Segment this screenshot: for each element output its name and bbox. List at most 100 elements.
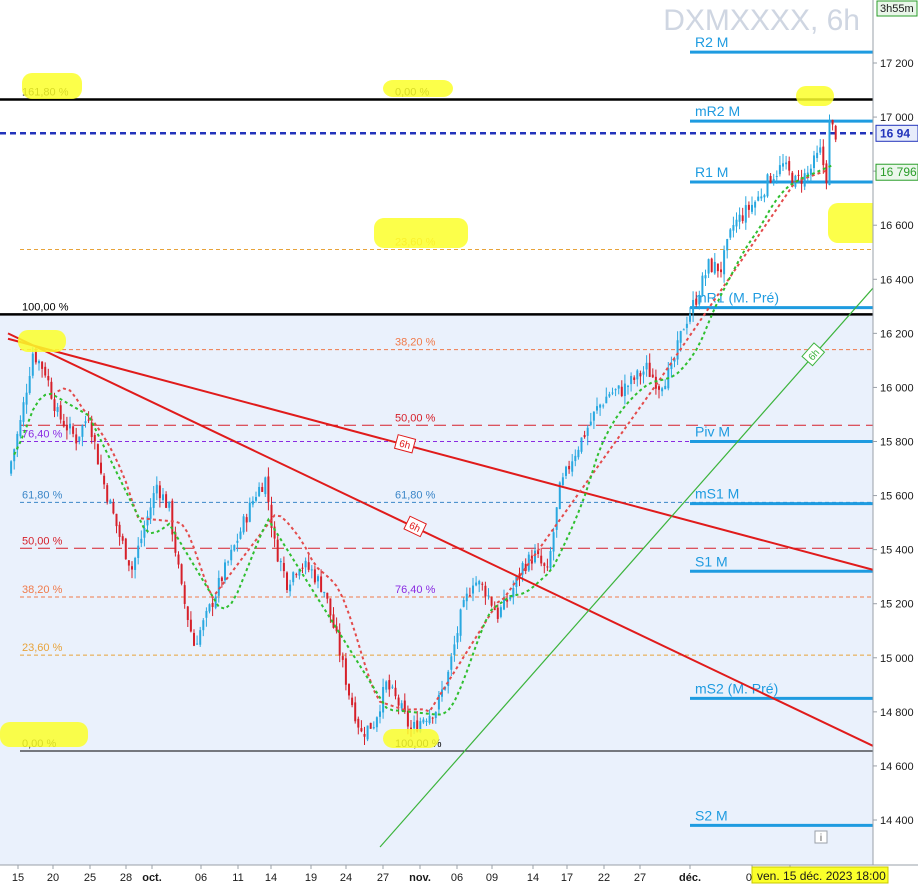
candle-body [692,299,695,313]
candle-body [196,643,199,645]
candle-body [636,370,639,380]
candle-body [521,562,524,575]
candle-body [397,697,400,706]
candle-body [648,362,651,377]
candle-body [307,562,310,570]
candle-body [341,656,344,660]
candle-body [248,502,251,522]
info-icon[interactable] [814,830,828,844]
candle-body [127,560,130,566]
candle-body [558,482,561,510]
candle-body [304,560,307,568]
candle-body [13,449,16,462]
candle-body [134,557,137,570]
candle-body [422,719,425,723]
y-tick-label: 15 200 [880,599,914,611]
candle-body [348,684,350,696]
candle-body [310,569,313,571]
highlight-mark [18,330,66,352]
y-tick-label: 14 600 [880,761,914,773]
trendlines: 6h 6h 6h [7,236,918,848]
candles [10,114,837,745]
candle-body [813,155,815,169]
candle-body [602,405,605,407]
candle-body [456,633,459,643]
candle-body [382,686,385,713]
candle-body [679,331,682,343]
candle-body [34,350,37,363]
candle-body [586,427,589,436]
candle-body [292,572,295,583]
candle-body [165,494,168,508]
candle-body [118,524,121,537]
y-tick-label: 17 000 [880,112,914,124]
price-axis[interactable] [873,0,918,865]
dma-bullish [13,164,833,716]
x-tick-label: déc. [679,872,701,884]
x-tick-label: 15 [12,872,24,884]
candle-body [366,725,369,740]
x-tick-label: 14 [265,872,277,884]
candle-body [537,550,540,554]
candle-body [211,603,214,607]
candle-body [146,516,149,526]
candle-body [788,161,791,171]
candle-body [723,250,726,275]
highlight-mark [383,80,453,97]
candle-body [496,607,499,619]
candle-body [78,436,81,441]
candle-body [124,538,127,560]
candle-body [617,385,620,389]
y-tick-label: 15 600 [880,491,914,503]
candle-body [623,383,626,397]
candle-body [552,532,555,552]
candle-body [484,585,487,597]
candle-body [372,727,375,729]
candle-body [233,545,236,551]
candle-body [627,385,629,387]
x-tick-label: 09 [486,872,498,884]
candle-body [726,239,729,251]
blue-zone-rect [0,314,873,865]
candle-body [459,609,462,636]
candle-body [453,644,456,655]
fib-label: 100,00 % [22,301,69,313]
candle-body [255,497,257,501]
candle-body [450,656,453,670]
candle-body [596,406,598,411]
candle-body [202,620,205,631]
candle-body [338,631,341,656]
candle-body [834,125,837,140]
candle-body [189,619,192,632]
date-badge: ven. 15 déc. 2023 18:00 [757,869,886,883]
candle-body [289,584,292,592]
candle-body [69,423,71,429]
x-tick-label: 19 [305,872,317,884]
fib-label: 76,40 % [395,584,436,596]
candle-body [769,175,772,183]
candle-body [131,566,133,570]
candle-body [351,697,354,706]
y-tick-label: 14 800 [880,707,914,719]
candle-body [112,502,115,514]
candle-body [298,569,301,576]
candle-body [267,476,270,503]
trendline [7,337,918,583]
level-label: S1 M [695,553,728,569]
candle-body [16,433,19,450]
candle-body [527,554,530,571]
candle-body [831,119,834,125]
candle-body [512,588,515,598]
candle-body [785,162,788,165]
candle-body [416,720,419,732]
candle-body [608,394,611,397]
candle-body [245,517,248,523]
level-label: mR2 M [695,103,740,119]
candle-body [295,574,298,576]
highlight-mark [383,729,439,748]
candle-body [819,147,822,153]
candle-body [447,671,450,687]
candle-body [543,563,546,566]
candle-body [419,721,422,732]
